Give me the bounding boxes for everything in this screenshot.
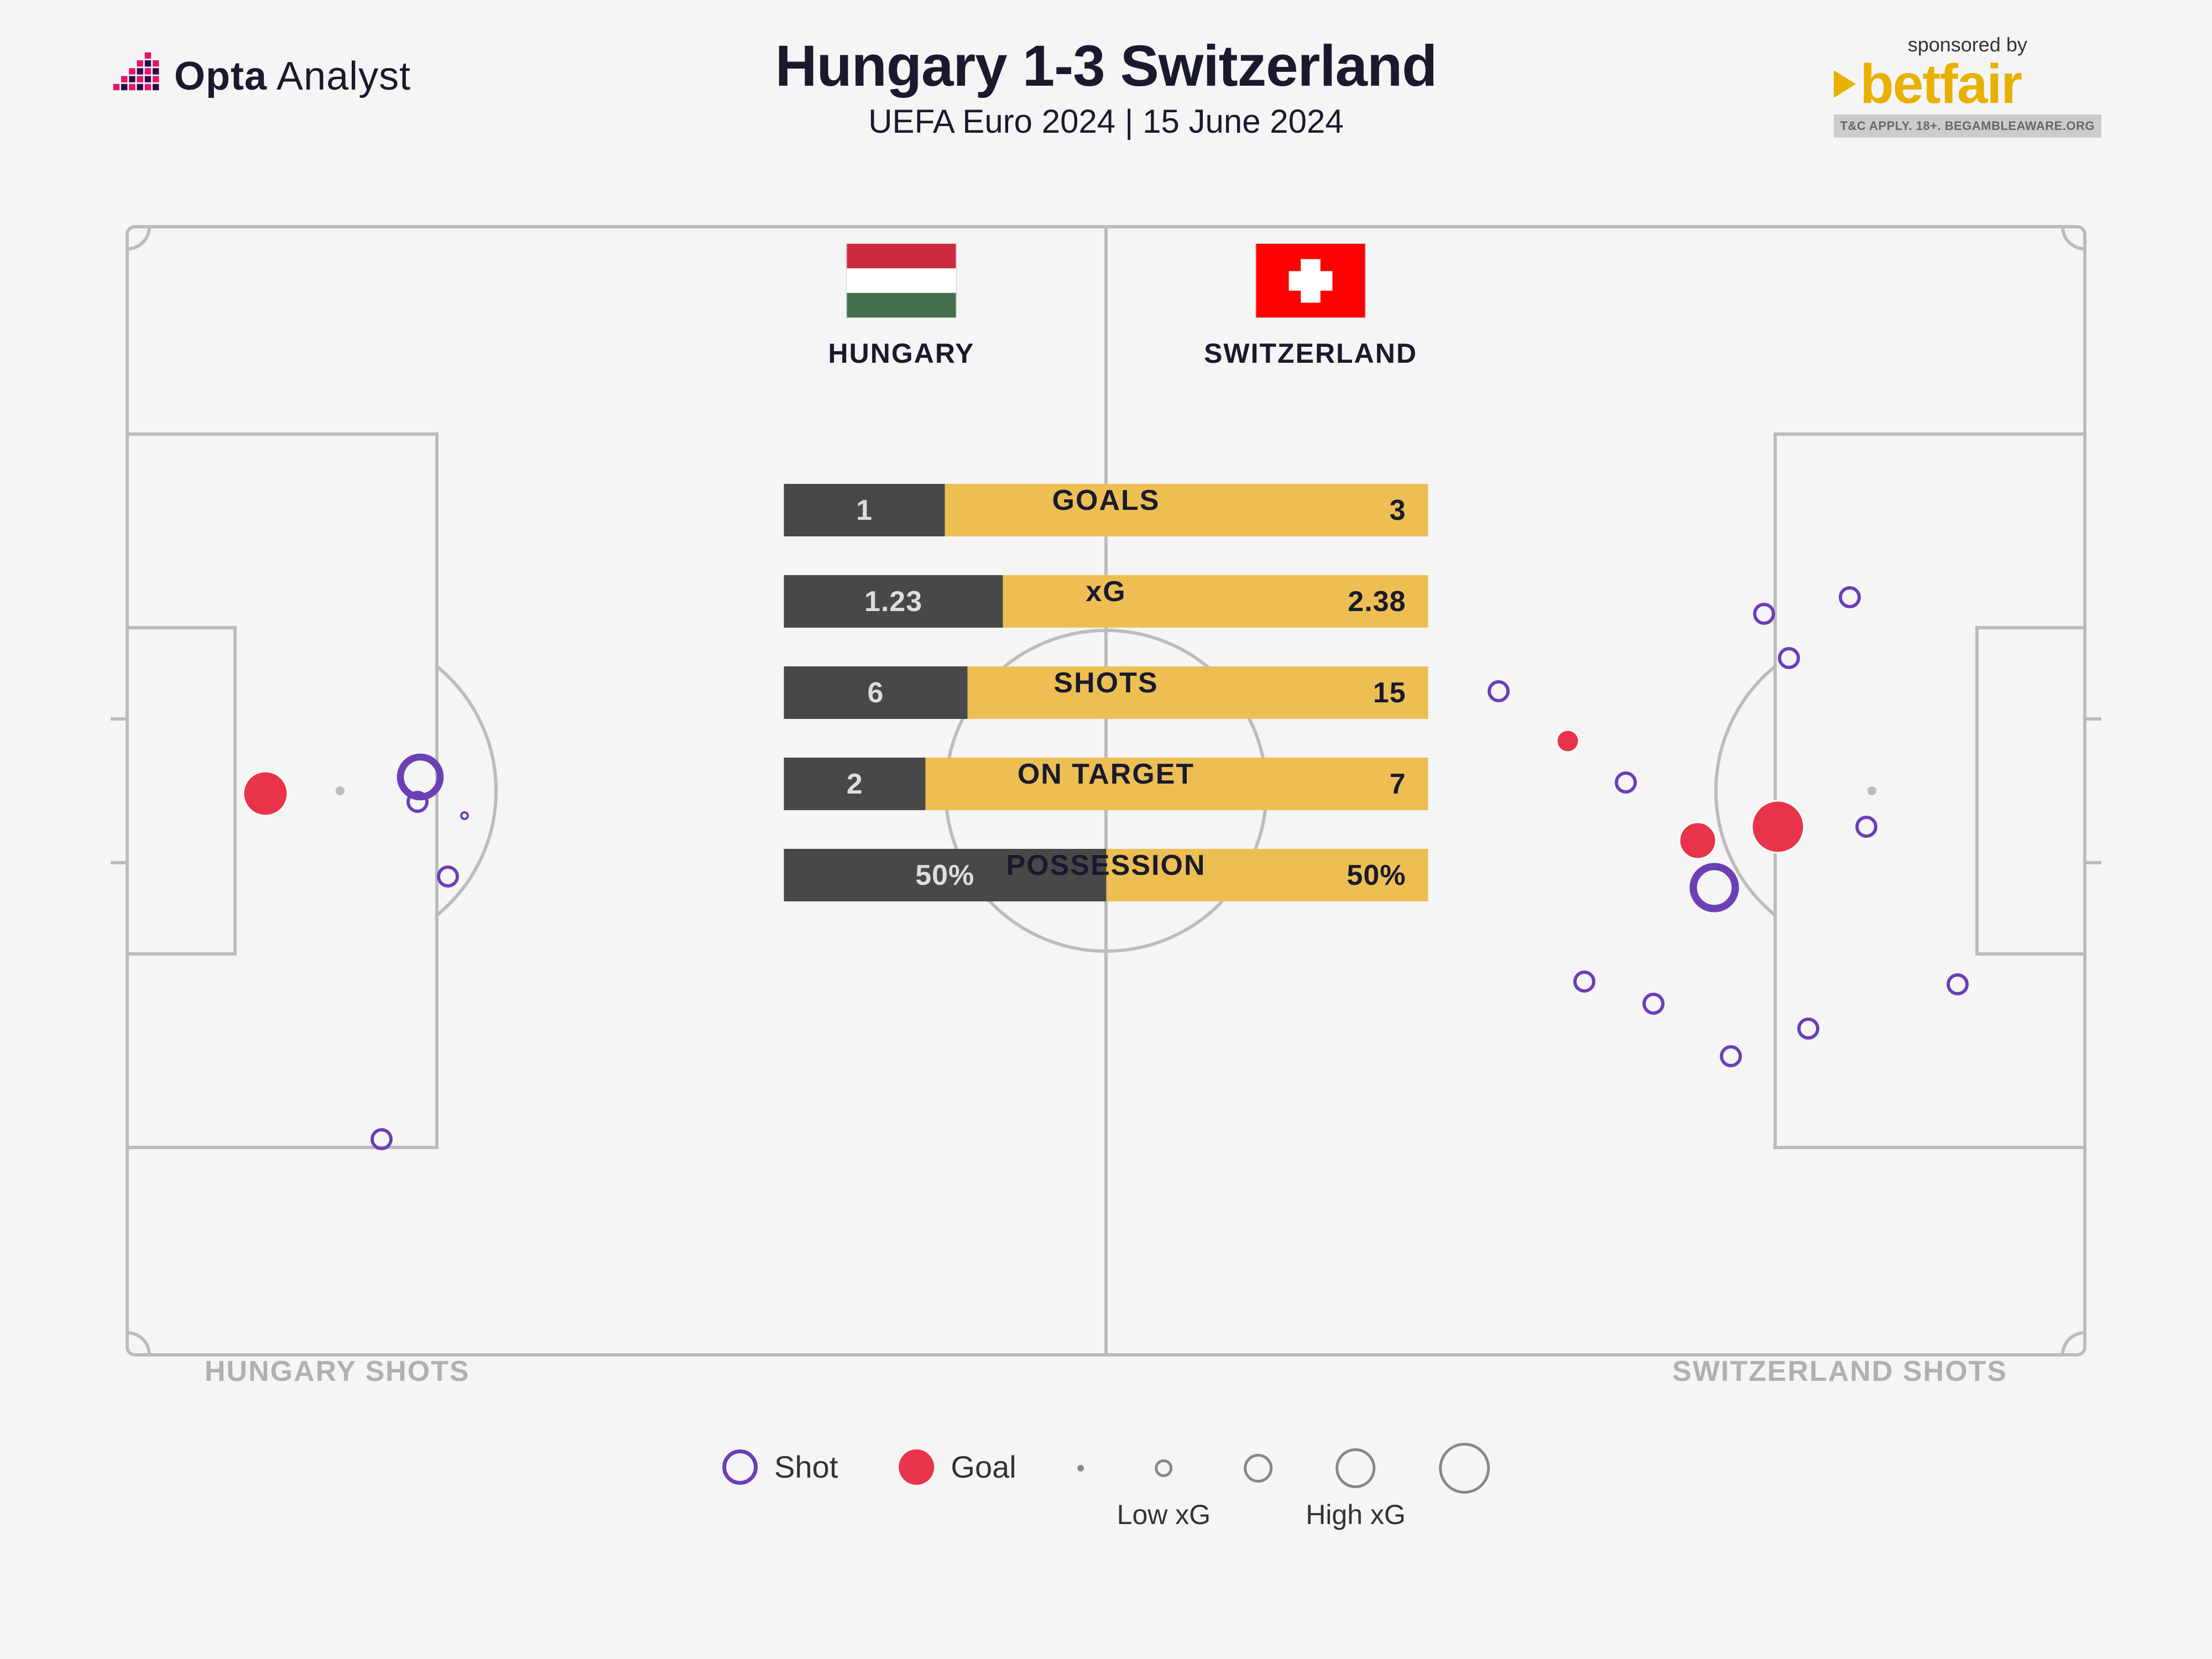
xg-size-item: Low xG [1117,1449,1211,1529]
stat-row-goals: 13GOALS [784,484,1428,536]
stat-row-xg: 1.232.38xG [784,575,1428,628]
away-shot-marker [1755,604,1773,623]
header-bar: Opta Analyst Hungary 1-3 Switzerland UEF… [0,33,2212,177]
sponsor-disclaimer: T&C APPLY. 18+. BEGAMBLEAWARE.ORG [1834,114,2101,138]
stat-away-bar: 7 [926,758,1428,810]
teams-row: HUNGARY SWITZERLAND [785,243,1427,369]
stat-away-bar: 15 [968,666,1428,719]
xg-size-icon [1336,1448,1376,1488]
away-goal-marker [1752,801,1804,853]
logo-bold: Opta [174,54,267,98]
stat-away-bar: 2.38 [1003,575,1428,628]
legend-shot-label: Shot [774,1449,838,1485]
stat-away-bar: 50% [1106,849,1428,901]
logo-reg: Analyst [267,54,411,98]
away-shot-marker [1644,994,1663,1013]
stat-away-bar: 3 [945,484,1428,536]
stat-home-val: 50% [784,849,1107,901]
stat-home-val: 1 [784,484,945,536]
legend-shot: Shot [722,1449,838,1485]
hungary-flag-icon [846,243,957,318]
away-shot-marker [1616,773,1635,792]
xg-size-icon [1244,1454,1272,1483]
stat-away-val: 2.38 [1348,585,1406,618]
xg-size-item: High xG [1306,1449,1406,1529]
switzerland-flag-icon [1255,243,1366,318]
away-shot-marker [1780,649,1798,667]
xg-scale: Low xG High xG [1077,1449,1490,1529]
home-shot-marker [400,757,440,797]
away-shot-marker [1857,817,1876,836]
away-goal-marker [1557,730,1579,752]
goal-marker-icon [899,1449,934,1485]
away-shot-marker [1575,972,1594,991]
xg-size-icon [1439,1443,1490,1494]
sponsor-name: betfair [1860,59,2022,109]
sponsor-logo: betfair [1834,59,2101,109]
opta-logo-icon [111,50,163,102]
home-shot-marker [439,867,457,886]
legend-goal: Goal [899,1449,1016,1485]
home-goal-marker [243,771,288,816]
xg-size-item [1244,1449,1272,1529]
stat-away-val: 50% [1347,859,1406,892]
match-title: Hungary 1-3 Switzerland [775,33,1437,100]
xg-size-item [1077,1449,1084,1529]
xg-size-icon [1155,1459,1172,1477]
away-shots-label: SWITZERLAND SHOTS [1672,1355,2007,1388]
shot-marker-icon [722,1449,758,1485]
away-goal-marker [1679,822,1716,859]
stat-away-val: 15 [1373,676,1406,709]
stat-home-val: 6 [784,666,968,719]
away-shot-marker [1840,588,1859,607]
legend-goal-label: Goal [951,1449,1016,1485]
opta-logo: Opta Analyst [111,50,411,102]
stat-home-val: 1.23 [784,575,1003,628]
stat-row-on target: 27ON TARGET [784,758,1428,810]
legend: Shot Goal Low xG High xG [722,1449,1490,1529]
xg-size-icon [1077,1465,1084,1472]
home-team-block: HUNGARY [785,243,1018,369]
stat-home-val: 2 [784,758,926,810]
title-block: Hungary 1-3 Switzerland UEFA Euro 2024 |… [775,33,1437,140]
match-subtitle: UEFA Euro 2024 | 15 June 2024 [775,102,1437,140]
away-shot-marker [1489,682,1508,701]
away-team-block: SWITZERLAND [1194,243,1427,369]
away-shot-marker [1693,867,1735,909]
logo-text: Opta Analyst [174,54,411,99]
xg-size-item [1439,1449,1490,1529]
xg-size-label: High xG [1306,1499,1406,1529]
sponsor-arrow-icon [1834,70,1856,98]
stat-away-val: 3 [1390,494,1406,527]
away-shot-marker [1948,975,1967,994]
stat-away-val: 7 [1390,768,1406,801]
home-team-name: HUNGARY [828,337,975,369]
xg-size-label: Low xG [1117,1499,1211,1529]
stat-row-possession: 50%50%POSSESSION [784,849,1428,901]
away-shot-marker [1721,1047,1740,1066]
home-shot-marker [372,1130,391,1149]
home-shot-marker [461,812,468,819]
stat-row-shots: 615SHOTS [784,666,1428,719]
home-shots-label: HUNGARY SHOTS [205,1355,470,1388]
sponsor-block: sponsored by betfair T&C APPLY. 18+. BEG… [1834,33,2101,138]
stats-block: 13GOALS1.232.38xG615SHOTS27ON TARGET50%5… [784,484,1428,901]
away-team-name: SWITZERLAND [1204,337,1417,369]
away-shot-marker [1799,1019,1818,1038]
